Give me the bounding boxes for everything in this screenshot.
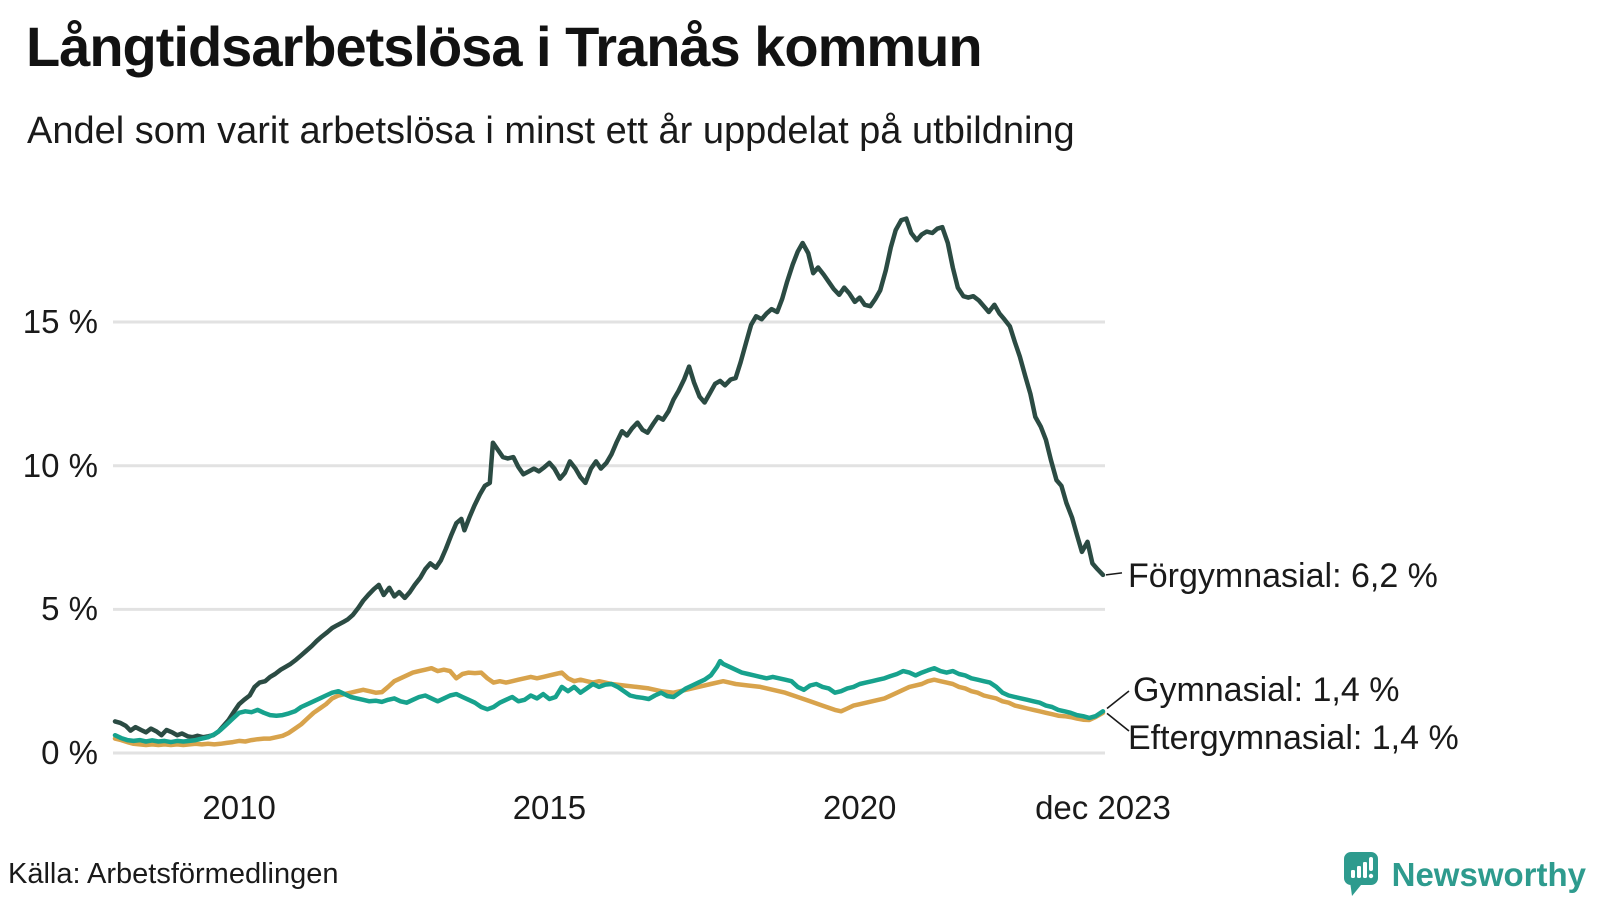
y-tick-0: 0 % (41, 734, 98, 771)
y-tick-5: 5 % (41, 590, 98, 628)
x-tick-dec-2023: dec 2023 (1035, 789, 1171, 826)
page-title: Långtidsarbetslösa i Tranås kommun (26, 15, 983, 78)
y-tick-15: 15 % (22, 303, 98, 341)
newsworthy-logo: Newsworthy (1343, 852, 1586, 898)
label-leader-lines (1105, 572, 1130, 732)
x-tick-2020: 2020 (823, 789, 897, 826)
series-line-eftergymnasial (112, 665, 1106, 748)
series-line-gymnasial (112, 658, 1106, 745)
x-tick-2010: 2010 (202, 789, 276, 826)
end-label-forgymnasial: Förgymnasial: 6,2 % (1128, 557, 1438, 595)
page-subtitle: Andel som varit arbetslösa i minst ett å… (27, 110, 1075, 152)
end-label-gymnasial: Gymnasial: 1,4 % (1133, 671, 1400, 709)
source-note: Källa: Arbetsförmedlingen (8, 858, 339, 890)
series-lines (112, 216, 1106, 748)
leader-eftergymnasial (1106, 712, 1130, 732)
y-tick-10: 10 % (22, 446, 98, 484)
leader-forgymnasial (1105, 572, 1123, 576)
x-tick-2015: 2015 (512, 789, 587, 826)
gridlines (113, 320, 1105, 755)
series-line-förgymnasial (112, 216, 1106, 740)
leader-gymnasial (1106, 690, 1130, 710)
newsworthy-logo-text: Newsworthy (1391, 856, 1586, 893)
end-label-eftergymnasial: Eftergymnasial: 1,4 % (1128, 719, 1459, 757)
newsworthy-speech-bubble-bar-chart-icon (1343, 852, 1378, 896)
